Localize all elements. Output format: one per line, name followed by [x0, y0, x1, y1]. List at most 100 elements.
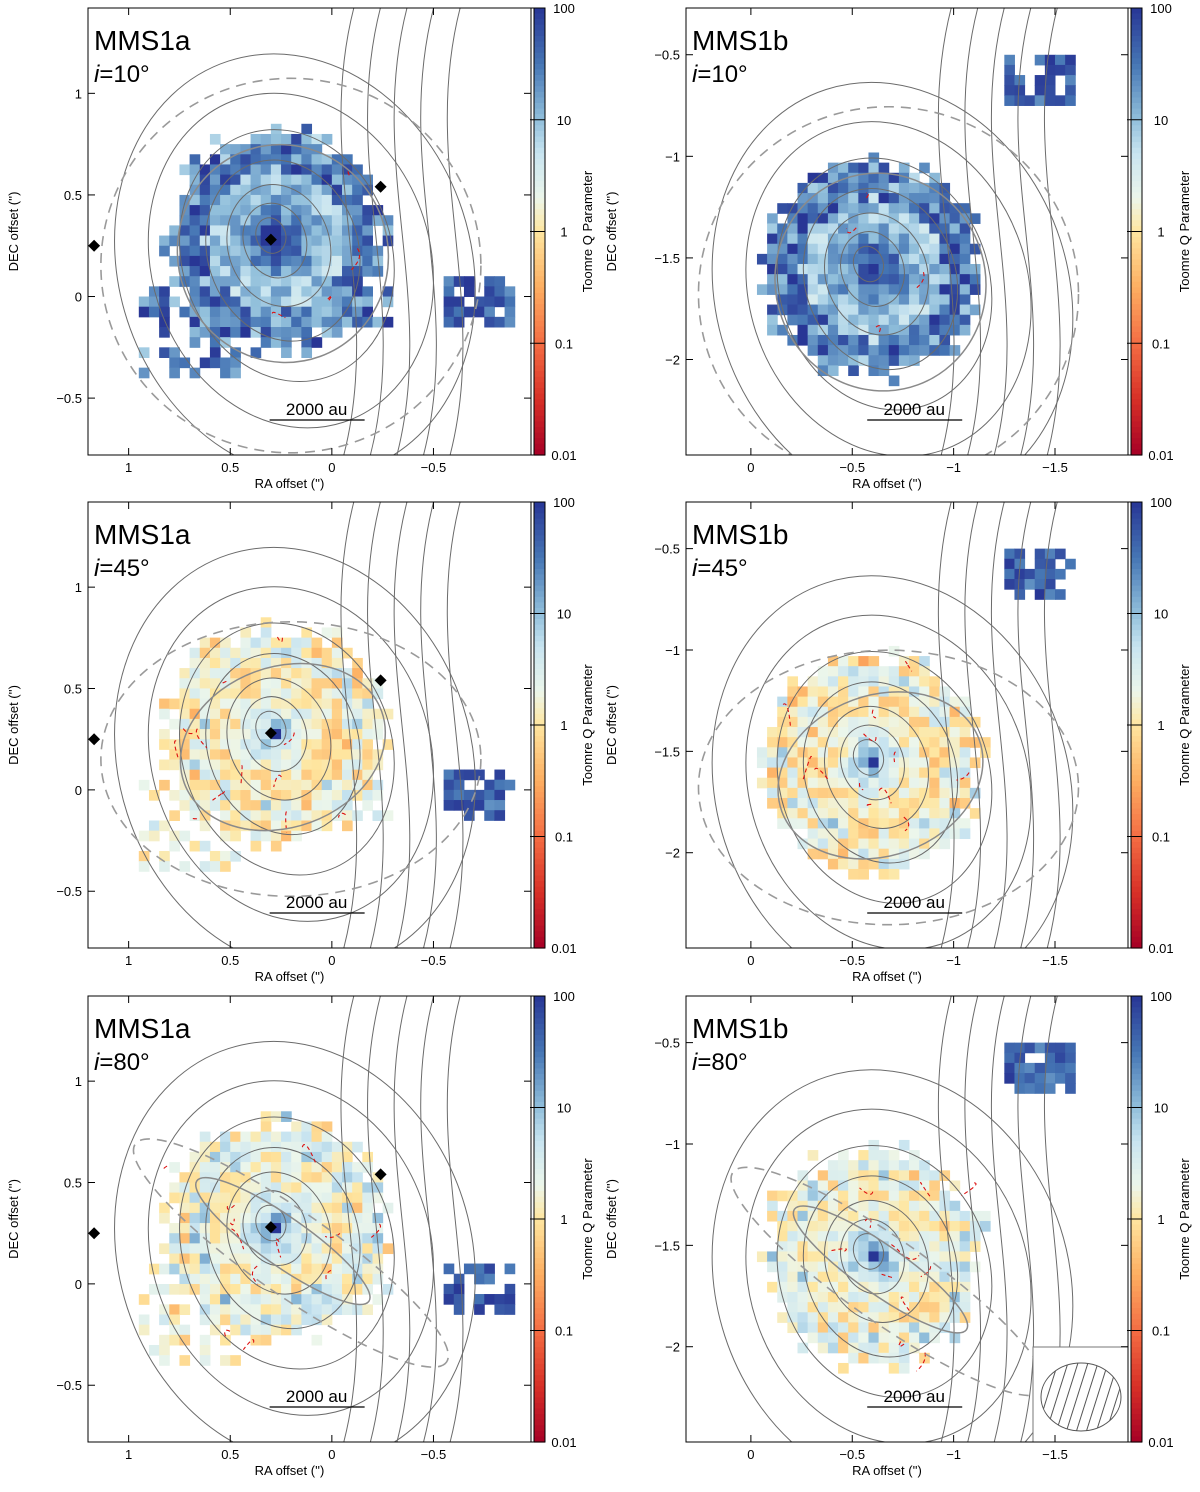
heatmap-pixel [209, 255, 221, 267]
heatmap-pixel [230, 1243, 241, 1255]
heatmap-pixel [352, 810, 363, 821]
colorbar-segment [534, 908, 545, 916]
y-tick-label: 0 [75, 290, 82, 305]
heatmap-pixel [909, 1180, 920, 1192]
heatmap-pixel [898, 666, 910, 677]
heatmap-pixel [868, 365, 880, 377]
heatmap-pixel [807, 193, 819, 204]
heatmap-pixel [1065, 54, 1076, 66]
colorbar-tick-label: 0.01 [551, 448, 576, 463]
heatmap-pixel [797, 1231, 809, 1242]
contour-line [255, 710, 287, 748]
heatmap-pixel [291, 769, 302, 781]
heatmap-pixel [179, 800, 191, 811]
heatmap-pixel [291, 698, 302, 710]
heatmap-pixel [209, 1253, 221, 1265]
heatmap-pixel [838, 172, 849, 184]
heatmap-pixel [209, 245, 221, 257]
heatmap-pixel [848, 868, 859, 880]
colorbar-segment [534, 646, 545, 654]
colorbar-segment [534, 780, 545, 787]
heatmap-pixel [321, 800, 333, 811]
heatmap-pixel [848, 737, 859, 748]
heatmap-pixel [372, 779, 384, 791]
heatmap-pixel [281, 174, 292, 186]
heatmap-pixel [858, 797, 869, 809]
heatmap-pixel [270, 184, 282, 196]
heatmap-pixel [281, 1324, 292, 1336]
heatmap-pixel [148, 830, 160, 842]
inclination-value: =10° [697, 61, 747, 88]
heatmap-pixel [777, 818, 788, 829]
heatmap-pixel [169, 1162, 180, 1173]
heatmap-pixel [270, 296, 282, 308]
colorbar-segment [534, 443, 545, 451]
heatmap-pixel [777, 767, 788, 779]
heatmap-pixel [898, 787, 910, 799]
heatmap-pixel [301, 1151, 313, 1163]
heatmap-pixel [382, 708, 394, 720]
heatmap-pixel [270, 718, 282, 730]
heatmap-pixel [189, 810, 201, 821]
heatmap-pixel [888, 1322, 900, 1334]
heatmap-pixel [281, 194, 292, 206]
heatmap-pixel [209, 235, 221, 247]
q1-contour-line [283, 732, 295, 746]
heatmap-pixel [868, 1312, 880, 1323]
heatmap-pixel [929, 253, 940, 265]
q1-contour-line [226, 1204, 236, 1210]
heatmap-pixel [220, 1314, 231, 1326]
heatmap-pixel [909, 1170, 920, 1181]
heatmap-pixel [878, 233, 890, 245]
heatmap-pixel [270, 1324, 282, 1336]
heatmap-pixel [199, 1263, 211, 1275]
heatmap-pixel [919, 848, 930, 860]
heatmap-pixel [270, 1212, 282, 1224]
colorbar-segment [534, 552, 545, 559]
heatmap-pixel [919, 1332, 930, 1344]
heatmap-pixel [838, 304, 849, 316]
heatmap-pixel [342, 1304, 353, 1315]
colorbar-segment [534, 1018, 545, 1025]
heatmap-pixel [311, 718, 323, 730]
heatmap-pixel [209, 759, 221, 771]
heatmap-pixel [352, 1162, 363, 1173]
heatmap-pixel [169, 739, 180, 750]
heatmap-pixel [453, 316, 465, 328]
heatmap-pixel [311, 708, 323, 720]
contour-line [393, 8, 411, 455]
x-axis-label: RA offset ('') [255, 969, 325, 984]
colorbar-segment [534, 596, 545, 603]
colorbar-segment [534, 1414, 545, 1421]
heatmap-pixel [291, 133, 302, 145]
colorbar-segment [534, 1330, 545, 1337]
heatmap-pixel [787, 1312, 799, 1323]
heatmap-pixel [807, 233, 819, 245]
colorbar-segment [534, 1352, 545, 1359]
heatmap-pixel [929, 1261, 940, 1273]
heatmap-pixel [250, 729, 262, 740]
colorbar-segment [1131, 803, 1142, 810]
heatmap-pixel [807, 676, 819, 687]
heatmap-pixel [230, 1223, 241, 1234]
colorbar-segment [534, 393, 545, 400]
heatmap-pixel [888, 284, 900, 295]
colorbar-segment [534, 276, 545, 283]
heatmap-pixel [362, 688, 373, 700]
heatmap-pixel [919, 686, 930, 698]
colorbar-segment [1131, 596, 1142, 603]
heatmap-pixel [301, 1253, 313, 1265]
colorbar-segment [1131, 591, 1142, 598]
heatmap-pixel [756, 253, 768, 265]
heatmap-pixel [260, 830, 272, 842]
heatmap-pixel [888, 838, 900, 850]
heatmap-pixel [1024, 1042, 1036, 1054]
heatmap-pixel [382, 1243, 394, 1255]
heatmap-pixel [209, 1294, 221, 1305]
colorbar-segment [1131, 1179, 1142, 1187]
heatmap-pixel [868, 213, 880, 224]
heatmap-pixel [321, 1233, 333, 1244]
heatmap-pixel [362, 769, 373, 781]
heatmap-pixel [797, 747, 809, 758]
contour-line [147, 1080, 434, 1416]
